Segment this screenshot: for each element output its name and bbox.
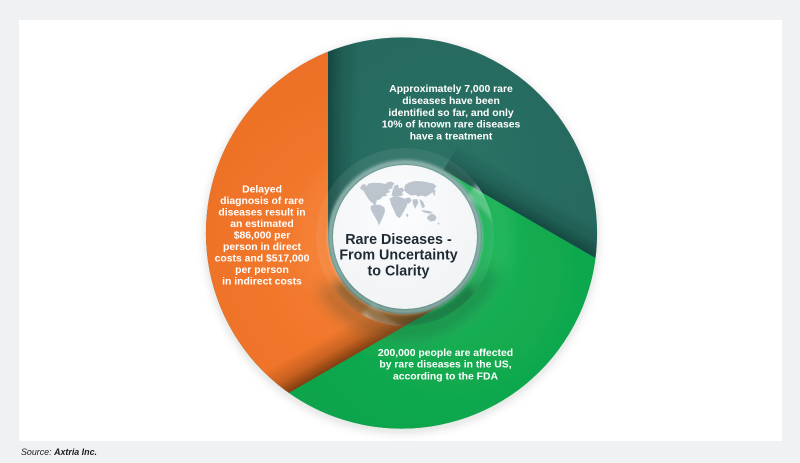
svg-text:From Uncertainty: From Uncertainty (339, 248, 457, 264)
svg-text:by rare diseases in the US,: by rare diseases in the US, (379, 360, 511, 371)
svg-text:identified so far, and only: identified so far, and only (388, 108, 514, 119)
svg-text:to Clarity: to Clarity (368, 264, 430, 280)
svg-text:person in direct: person in direct (223, 242, 301, 253)
svg-text:Approximately 7,000 rare: Approximately 7,000 rare (389, 84, 513, 95)
svg-text:per person: per person (235, 265, 289, 276)
svg-text:diseases have been: diseases have been (402, 96, 500, 107)
svg-text:costs and $517,000: costs and $517,000 (215, 254, 310, 265)
svg-text:in indirect costs: in indirect costs (222, 277, 302, 288)
svg-text:diseases result in: diseases result in (218, 208, 305, 219)
svg-text:have a treatment: have a treatment (410, 131, 493, 142)
svg-text:200,000 people are affected: 200,000 people are affected (378, 348, 513, 359)
svg-text:according to the FDA: according to the FDA (393, 371, 499, 382)
svg-text:Delayed: Delayed (242, 185, 282, 196)
svg-text:diagnosis of rare: diagnosis of rare (220, 196, 304, 207)
svg-text:10% of known rare diseases: 10% of known rare diseases (382, 120, 521, 131)
svg-text:an estimated: an estimated (230, 219, 294, 230)
svg-text:Rare Diseases -: Rare Diseases - (345, 232, 452, 248)
svg-text:$86,000 per: $86,000 per (234, 231, 291, 242)
